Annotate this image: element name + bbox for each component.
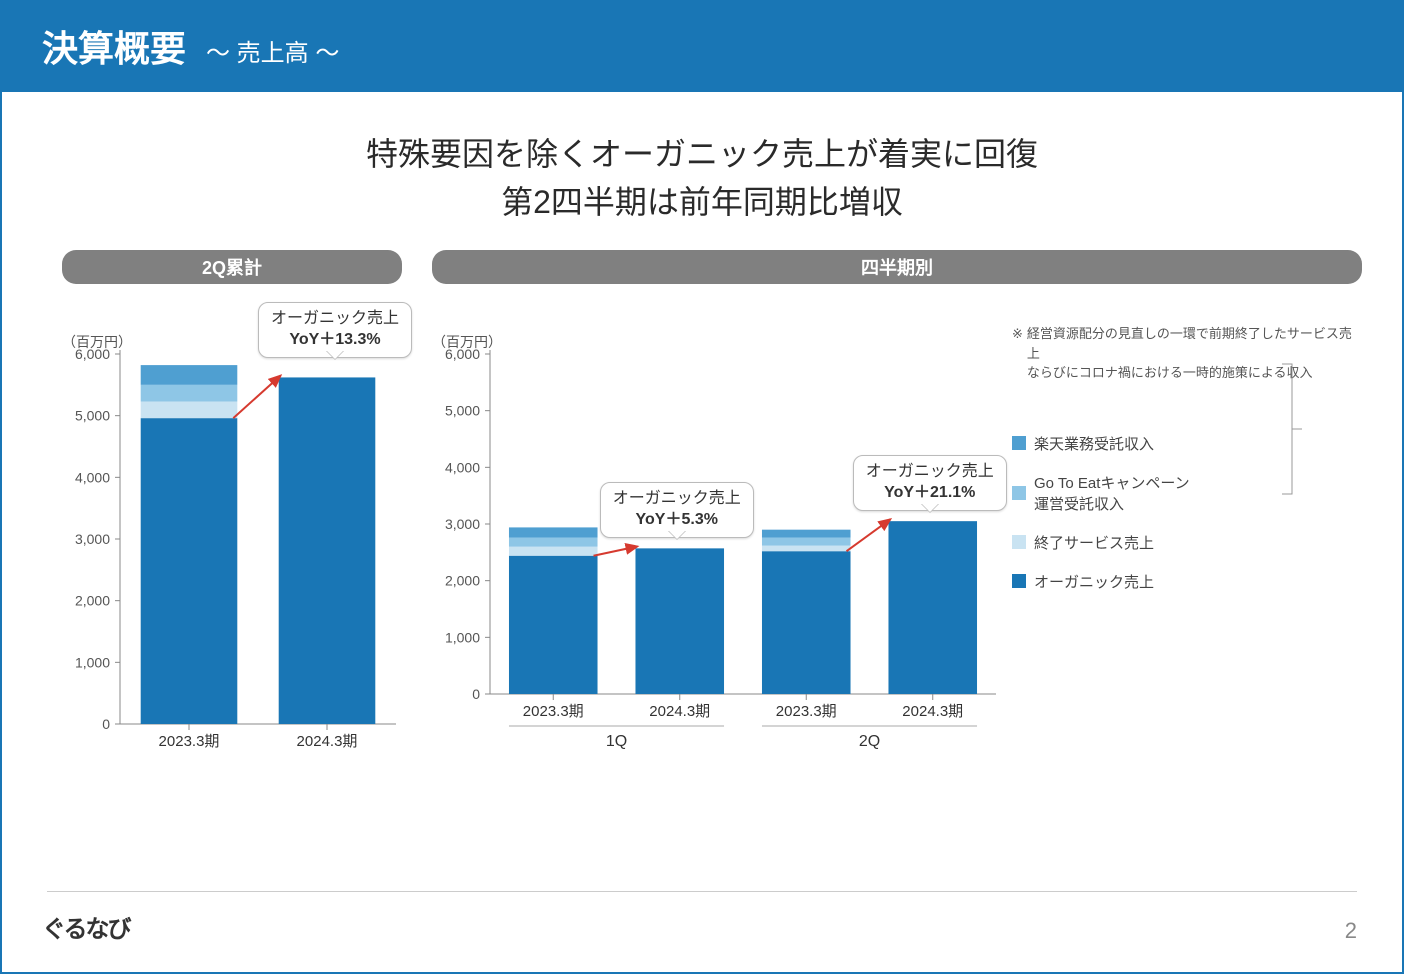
charts-row: 2Q累計 （百万円） 01,0002,0003,0004,0005,0006,0… (2, 250, 1402, 764)
footer-divider (47, 891, 1357, 892)
callout-value: YoY＋5.3% (613, 510, 741, 531)
legend-swatch (1012, 574, 1026, 588)
svg-text:0: 0 (102, 716, 110, 732)
legend-swatch (1012, 436, 1026, 450)
footnote-mark: ※ (1012, 324, 1023, 383)
legend-swatch (1012, 486, 1026, 500)
svg-text:2023.3期: 2023.3期 (159, 733, 220, 750)
left-chart: （百万円） 01,0002,0003,0004,0005,0006,000202… (62, 294, 402, 764)
legend-label: オーガニック売上 (1034, 571, 1154, 592)
footnote-line-2: ならびにコロナ禍における一時的施策による収入 (1027, 365, 1313, 380)
headline: 特殊要因を除くオーガニック売上が着実に回復 第2四半期は前年同期比増収 (2, 130, 1402, 226)
left-chart-svg: 01,0002,0003,0004,0005,0006,0002023.3期20… (62, 294, 402, 764)
svg-text:2023.3期: 2023.3期 (776, 703, 837, 720)
svg-text:3,000: 3,000 (445, 516, 480, 532)
svg-text:2Q: 2Q (859, 733, 880, 750)
legend-column: ※ 経営資源配分の見直しの一環で前期終了したサービス売上 ならびにコロナ禍におけ… (1012, 294, 1362, 764)
slide: 決算概要 ～ 売上高 ～ 特殊要因を除くオーガニック売上が着実に回復 第2四半期… (0, 0, 1404, 974)
logo: ぐるなび (42, 909, 130, 944)
callout-value: YoY＋13.3% (271, 330, 399, 351)
svg-text:3,000: 3,000 (75, 531, 110, 547)
page-number: 2 (1345, 918, 1357, 944)
y-axis-unit: （百万円） (432, 332, 502, 352)
title-main: 決算概要 (42, 20, 186, 72)
y-axis-unit: （百万円） (62, 332, 132, 352)
legend-item-terminated: 終了サービス売上 (1012, 532, 1362, 553)
svg-text:1Q: 1Q (606, 733, 627, 750)
legend-label: 終了サービス売上 (1034, 532, 1154, 553)
footnote: ※ 経営資源配分の見直しの一環で前期終了したサービス売上 ならびにコロナ禍におけ… (1012, 324, 1362, 383)
svg-text:0: 0 (472, 686, 480, 702)
callout-label: オーガニック売上 (866, 462, 994, 483)
callout-label: オーガニック売上 (271, 309, 399, 330)
svg-text:4,000: 4,000 (75, 469, 110, 485)
title-sub: ～ 売上高 ～ (206, 33, 339, 68)
legend-label: Go To Eatキャンペーン 運営受託収入 (1034, 472, 1190, 514)
right-panel-title: 四半期別 (432, 250, 1362, 284)
svg-text:2024.3期: 2024.3期 (902, 703, 963, 720)
headline-line-2: 第2四半期は前年同期比増収 (2, 178, 1402, 226)
legend-item-organic: オーガニック売上 (1012, 571, 1362, 592)
legend-label: 楽天業務受託収入 (1034, 433, 1154, 454)
svg-text:5,000: 5,000 (445, 403, 480, 419)
right-callout-1q: オーガニック売上 YoY＋5.3% (600, 482, 754, 538)
svg-text:2,000: 2,000 (445, 573, 480, 589)
right-callout-2q: オーガニック売上 YoY＋21.1% (853, 455, 1007, 511)
legend-item-gotoeat: Go To Eatキャンペーン 運営受託収入 (1012, 472, 1362, 514)
svg-text:2024.3期: 2024.3期 (297, 733, 358, 750)
svg-text:4,000: 4,000 (445, 459, 480, 475)
left-panel: 2Q累計 （百万円） 01,0002,0003,0004,0005,0006,0… (62, 250, 402, 764)
callout-value: YoY＋21.1% (866, 483, 994, 504)
left-panel-title: 2Q累計 (62, 250, 402, 284)
svg-text:1,000: 1,000 (75, 654, 110, 670)
legend-swatch (1012, 535, 1026, 549)
left-callout: オーガニック売上 YoY＋13.3% (258, 302, 412, 358)
svg-text:2023.3期: 2023.3期 (523, 703, 584, 720)
svg-text:1,000: 1,000 (445, 629, 480, 645)
legend: 楽天業務受託収入 Go To Eatキャンペーン 運営受託収入 終了サービス売上 (1012, 433, 1362, 592)
svg-text:2,000: 2,000 (75, 593, 110, 609)
headline-line-1: 特殊要因を除くオーガニック売上が着実に回復 (2, 130, 1402, 178)
right-chart: （百万円） 01,0002,0003,0004,0005,0006,000202… (432, 294, 1002, 764)
svg-text:2024.3期: 2024.3期 (649, 703, 710, 720)
right-panel: 四半期別 （百万円） 01,0002,0003,0004,0005,0006,0… (432, 250, 1362, 764)
svg-text:5,000: 5,000 (75, 408, 110, 424)
footnote-line-1: 経営資源配分の見直しの一環で前期終了したサービス売上 (1027, 326, 1352, 361)
title-bar: 決算概要 ～ 売上高 ～ (2, 2, 1402, 92)
legend-item-rakuten: 楽天業務受託収入 (1012, 433, 1362, 454)
callout-label: オーガニック売上 (613, 489, 741, 510)
